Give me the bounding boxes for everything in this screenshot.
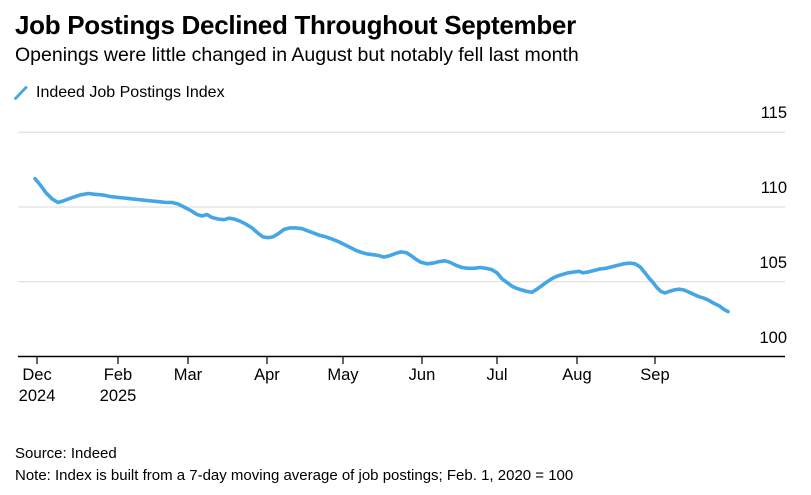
data-line xyxy=(33,176,730,314)
methodology-note: Note: Index is built from a 7-day moving… xyxy=(15,466,574,484)
line-series-icon xyxy=(14,86,28,100)
legend: Indeed Job Postings Index xyxy=(13,84,225,102)
footer: Source: Indeed Note: Index is built from… xyxy=(15,443,573,486)
chart-subtitle: Openings were little changed in August b… xyxy=(15,44,579,66)
legend-label: Indeed Job Postings Index xyxy=(36,84,225,101)
line-chart xyxy=(18,131,785,364)
source-note: Source: Indeed xyxy=(15,445,117,462)
chart-title: Job Postings Declined Throughout Septemb… xyxy=(15,10,576,40)
